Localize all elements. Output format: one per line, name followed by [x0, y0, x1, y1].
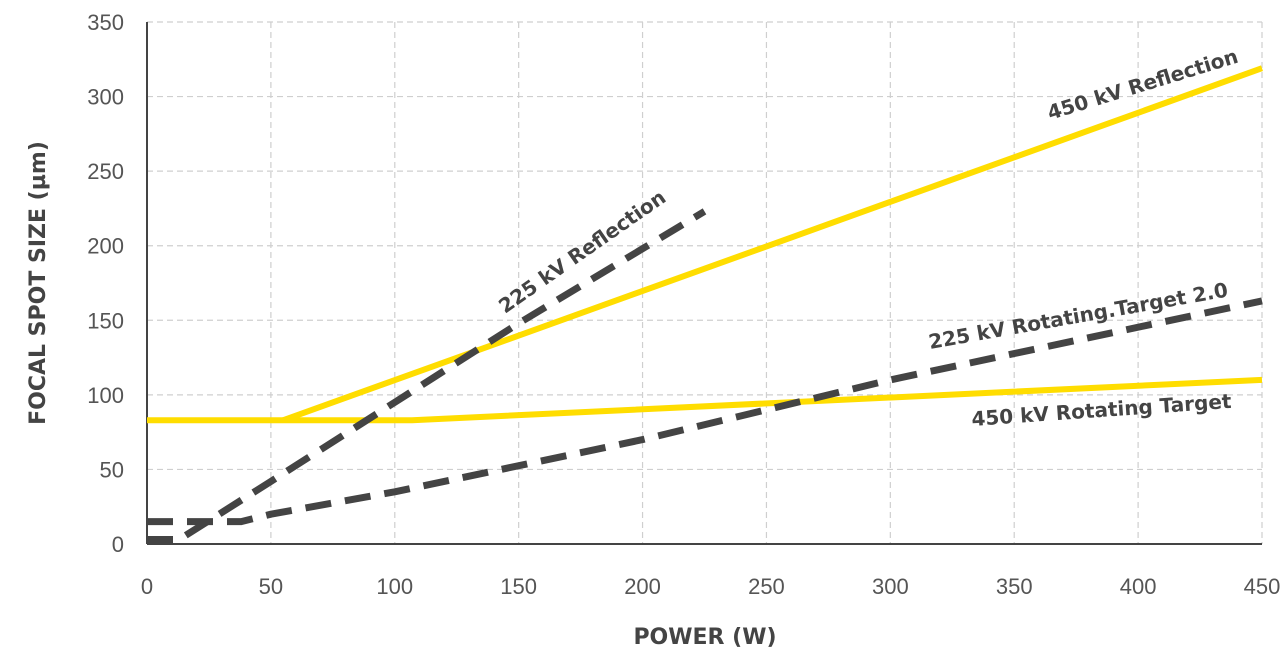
y-tick-label: 200: [87, 234, 124, 259]
x-tick-label: 50: [259, 574, 283, 599]
y-tick-label: 250: [87, 159, 124, 184]
x-tick-label: 100: [376, 574, 413, 599]
x-tick-label: 300: [872, 574, 909, 599]
series-line-0: [282, 65, 1264, 424]
tick-labels: 0 50 100 150 200 250 300 350 400 450 0 50 100 150 200 2…: [87, 10, 1280, 599]
y-tick-label: 150: [87, 308, 124, 333]
x-tick-label: 450: [1244, 574, 1281, 599]
x-tick-label: 150: [500, 574, 537, 599]
series-labels: 450 kV Reflection 450 kV Rotating Target…: [494, 44, 1241, 431]
x-tick-label: 200: [624, 574, 661, 599]
axes: [146, 22, 1262, 545]
x-tick-label: 0: [141, 574, 153, 599]
x-tick-label: 250: [748, 574, 785, 599]
series-lines: [147, 65, 1264, 543]
y-tick-label: 0: [112, 532, 124, 557]
series-line-1: [147, 376, 1263, 424]
x-tick-label: 350: [996, 574, 1033, 599]
y-tick-label: 50: [100, 457, 124, 482]
series-line-2: [147, 208, 707, 543]
x-axis-title: POWER (W): [633, 625, 776, 648]
y-tick-label: 300: [87, 85, 124, 110]
x-tick-label: 400: [1120, 574, 1157, 599]
y-tick-label: 350: [87, 10, 124, 35]
series-line-3: [147, 297, 1263, 526]
grid: [147, 21, 1263, 544]
y-tick-label: 100: [87, 383, 124, 408]
y-axis-title: FOCAL SPOT SIZE (µm): [26, 141, 51, 425]
